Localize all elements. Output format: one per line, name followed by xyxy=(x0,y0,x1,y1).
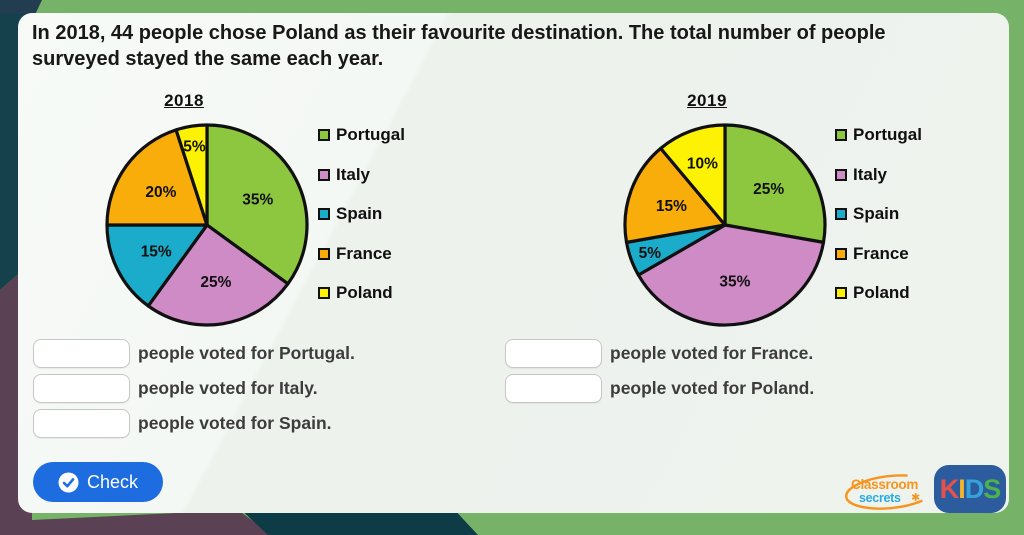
answer-row-poland: people voted for Poland. xyxy=(505,373,814,403)
legend-swatch-france xyxy=(318,247,330,260)
pie-slice-france xyxy=(105,128,209,227)
check-button[interactable]: Check xyxy=(33,462,163,502)
legend-item-france: France xyxy=(318,241,405,267)
answers-left-column: people voted for Portugal. people voted f… xyxy=(33,338,355,443)
legend-swatch-spain xyxy=(835,208,847,220)
pie-value-label-italy: 25% xyxy=(200,274,231,291)
pie-value-label-poland: 5% xyxy=(183,138,206,155)
legend-label: France xyxy=(853,243,909,263)
classroom-secrets-swoosh-icon xyxy=(845,474,937,510)
answer-label-portugal: people voted for Portugal. xyxy=(138,342,355,363)
legend-label: Poland xyxy=(336,283,393,302)
star-icon: ✱ xyxy=(911,492,921,504)
legend-label: Spain xyxy=(336,204,383,223)
legend-item-portugal: Portugal xyxy=(318,122,405,148)
answer-label-spain: people voted for Spain. xyxy=(138,412,332,433)
legend-2019: Portugal Italy Spain France Poland xyxy=(835,122,922,320)
legend-item-italy: Italy xyxy=(835,162,922,188)
legend-item-spain: Spain xyxy=(835,201,922,227)
kids-letter-d: D xyxy=(964,473,984,504)
legend-item-italy: Italy xyxy=(318,162,405,188)
answer-label-poland: people voted for Poland. xyxy=(610,377,815,398)
pie-slice-poland xyxy=(174,123,209,227)
answer-input-portugal[interactable] xyxy=(33,338,130,368)
pie-slice-poland xyxy=(659,123,727,227)
question-text: In 2018, 44 people chose Poland as their… xyxy=(32,22,886,70)
answer-input-poland[interactable] xyxy=(505,373,602,403)
chart-title-2019: 2019 xyxy=(687,91,727,110)
legend-label: Portugal xyxy=(853,125,922,144)
legend-item-poland: Poland xyxy=(835,280,922,306)
legend-item-france: France xyxy=(835,241,922,267)
kids-letter-k: K xyxy=(939,473,959,504)
worksheet-card: In 2018, 44 people chose Poland as their… xyxy=(18,13,1009,513)
legend-label: France xyxy=(336,243,392,263)
legend-swatch-italy xyxy=(835,168,847,181)
legend-label: Poland xyxy=(853,283,910,302)
legend-swatch-poland xyxy=(835,287,847,299)
legend-2018: Portugal Italy Spain France Poland xyxy=(318,122,405,320)
answer-input-spain[interactable] xyxy=(33,408,130,438)
check-circle-icon xyxy=(58,472,79,492)
pie-value-label-spain: 15% xyxy=(141,243,172,260)
pie-slice-italy xyxy=(146,223,290,327)
legend-item-spain: Spain xyxy=(318,201,405,227)
kids-letter-s: S xyxy=(983,473,1001,504)
secrets-text: secrets xyxy=(859,491,901,505)
legend-label: Spain xyxy=(853,204,900,223)
check-button-label: Check xyxy=(86,471,139,492)
answer-label-italy: people voted for Italy. xyxy=(138,377,318,398)
pie-slice-portugal xyxy=(723,123,827,244)
legend-swatch-portugal xyxy=(835,129,847,141)
answer-row-portugal: people voted for Portugal. xyxy=(33,338,355,368)
classroom-secrets-logo: Classroom secrets ✱ xyxy=(843,473,939,513)
legend-item-portugal: Portugal xyxy=(835,122,922,148)
legend-swatch-poland xyxy=(318,287,330,299)
pie-chart-2019: 25% 35% 5% 15% 10% xyxy=(623,123,827,327)
answer-input-italy[interactable] xyxy=(33,373,130,403)
pie-value-label-portugal: 35% xyxy=(242,192,273,209)
answer-row-italy: people voted for Italy. xyxy=(33,373,355,403)
classroom-text: Classroom xyxy=(851,477,919,492)
answer-input-france[interactable] xyxy=(505,338,602,368)
pie-slice-spain xyxy=(105,223,209,308)
legend-swatch-spain xyxy=(318,208,330,220)
pie-slice-france xyxy=(623,146,727,244)
legend-swatch-france xyxy=(835,247,847,260)
legend-label: Italy xyxy=(853,164,888,184)
pie-value-label-france: 15% xyxy=(656,198,687,215)
kids-letter-i: I xyxy=(958,473,965,504)
answers-right-column: people voted for France. people voted for… xyxy=(505,338,814,408)
answer-row-spain: people voted for Spain. xyxy=(33,408,355,438)
pie-chart-2018: 35% 25% 15% 20% 5% xyxy=(105,123,309,327)
chart-title-2018: 2018 xyxy=(164,91,204,110)
pie-value-label-poland: 10% xyxy=(687,155,718,172)
legend-item-poland: Poland xyxy=(318,280,405,306)
pie-value-label-spain: 5% xyxy=(639,245,662,262)
pie-value-label-portugal: 25% xyxy=(753,181,784,198)
answer-row-france: people voted for France. xyxy=(505,338,814,368)
pie-slice-portugal xyxy=(205,123,309,286)
legend-label: Italy xyxy=(336,164,371,184)
legend-label: Portugal xyxy=(336,125,405,144)
pie-value-label-italy: 35% xyxy=(719,274,750,291)
pie-value-label-france: 20% xyxy=(145,184,176,201)
legend-swatch-italy xyxy=(318,168,330,181)
legend-swatch-portugal xyxy=(318,129,330,141)
answer-label-france: people voted for France. xyxy=(610,342,814,363)
